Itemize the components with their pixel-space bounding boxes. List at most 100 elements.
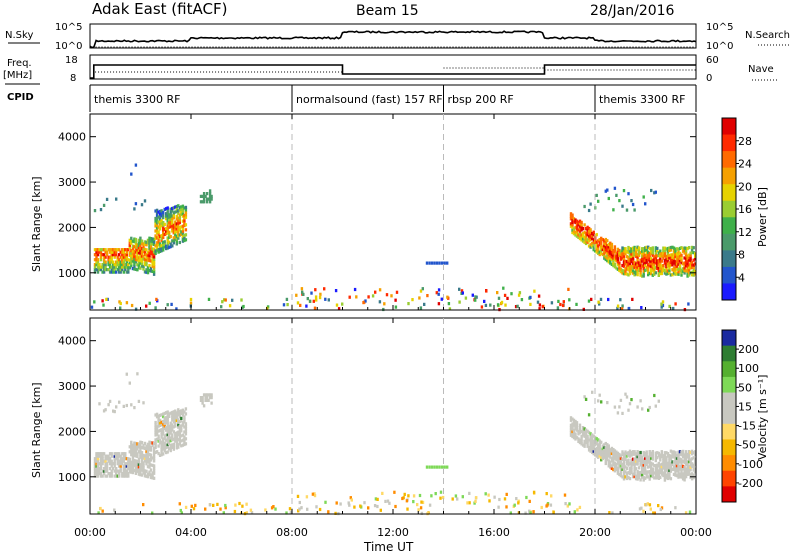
data-cell — [152, 441, 156, 445]
data-cell — [127, 270, 130, 274]
data-cell — [168, 429, 171, 433]
data-cell — [683, 453, 686, 457]
data-cell — [154, 438, 157, 442]
data-cell — [528, 499, 531, 503]
data-cell — [137, 472, 141, 476]
data-cell — [162, 452, 165, 456]
data-cell — [420, 511, 424, 515]
data-cell — [644, 261, 647, 265]
data-cell — [654, 451, 657, 455]
data-cell — [603, 443, 606, 447]
data-cell — [148, 259, 151, 263]
data-cell — [116, 457, 119, 461]
data-cell — [171, 206, 174, 211]
data-cell — [618, 472, 621, 477]
data-cell — [140, 466, 144, 470]
data-cell — [168, 220, 171, 224]
data-cell — [98, 263, 101, 267]
data-cell — [578, 505, 582, 509]
data-cell — [438, 261, 441, 265]
data-cell — [110, 462, 113, 466]
data-cell — [324, 500, 327, 504]
data-cell — [641, 473, 644, 477]
data-cell — [675, 247, 679, 251]
data-cell — [216, 502, 219, 506]
data-cell — [630, 461, 633, 465]
data-cell — [631, 269, 635, 273]
data-cell — [146, 447, 150, 451]
data-cell — [591, 450, 594, 454]
data-cell — [597, 300, 600, 304]
data-cell — [205, 200, 209, 204]
data-cell — [163, 411, 166, 415]
data-cell — [104, 265, 107, 269]
data-cell — [600, 455, 603, 459]
data-cell — [125, 270, 128, 274]
colorbar-swatch — [722, 439, 736, 456]
data-cell — [578, 227, 582, 231]
data-cell — [104, 260, 107, 264]
data-cell — [180, 212, 183, 216]
data-cell — [174, 432, 177, 436]
data-cell — [657, 464, 660, 468]
data-cell — [577, 228, 580, 232]
data-cell — [166, 437, 169, 442]
data-cell — [131, 466, 135, 470]
data-cell — [151, 237, 154, 241]
data-cell — [106, 297, 109, 301]
data-cell — [653, 262, 656, 266]
data-cell — [104, 469, 107, 473]
data-cell — [651, 475, 654, 479]
data-cell — [383, 302, 386, 306]
data-cell — [139, 266, 142, 270]
data-cell — [650, 252, 653, 256]
data-cell — [601, 245, 604, 249]
data-cell — [163, 441, 166, 445]
data-cell — [669, 258, 673, 262]
data-cell — [671, 268, 674, 272]
data-cell — [96, 464, 100, 468]
data-cell — [631, 251, 635, 255]
data-cell — [437, 302, 441, 306]
data-cell — [105, 250, 109, 254]
data-cell — [631, 450, 635, 454]
data-cell — [140, 259, 144, 263]
data-cell — [591, 231, 594, 236]
data-cell — [152, 250, 156, 254]
data-cell — [166, 420, 169, 424]
data-cell — [441, 465, 444, 469]
data-cell — [102, 303, 105, 307]
data-cell — [607, 449, 610, 453]
data-cell — [598, 454, 601, 458]
data-cell — [569, 217, 573, 221]
data-cell — [592, 245, 595, 249]
data-cell — [95, 459, 98, 463]
data-cell — [146, 442, 150, 446]
data-cell — [171, 219, 174, 223]
data-cell — [184, 208, 188, 212]
data-cell — [105, 454, 109, 458]
data-cell — [645, 253, 648, 257]
data-cell — [143, 240, 147, 244]
data-cell — [439, 496, 442, 500]
data-cell — [683, 246, 686, 250]
data-cell — [639, 268, 642, 272]
data-cell — [624, 247, 627, 251]
data-cell — [169, 242, 172, 246]
data-cell — [572, 217, 576, 221]
data-cell — [136, 372, 139, 376]
data-cell — [675, 252, 679, 256]
data-cell — [683, 470, 686, 474]
data-cell — [171, 410, 174, 415]
freq-unit-label: [MHz] — [3, 70, 32, 81]
data-cell — [108, 399, 112, 403]
data-cell — [578, 224, 582, 228]
data-cell — [172, 223, 175, 227]
y-tick-label: 1000 — [58, 267, 86, 280]
data-cell — [112, 265, 115, 269]
data-cell — [659, 468, 662, 472]
data-cell — [678, 259, 682, 263]
data-cell — [148, 251, 151, 255]
data-cell — [674, 262, 677, 266]
data-cell — [112, 270, 115, 274]
